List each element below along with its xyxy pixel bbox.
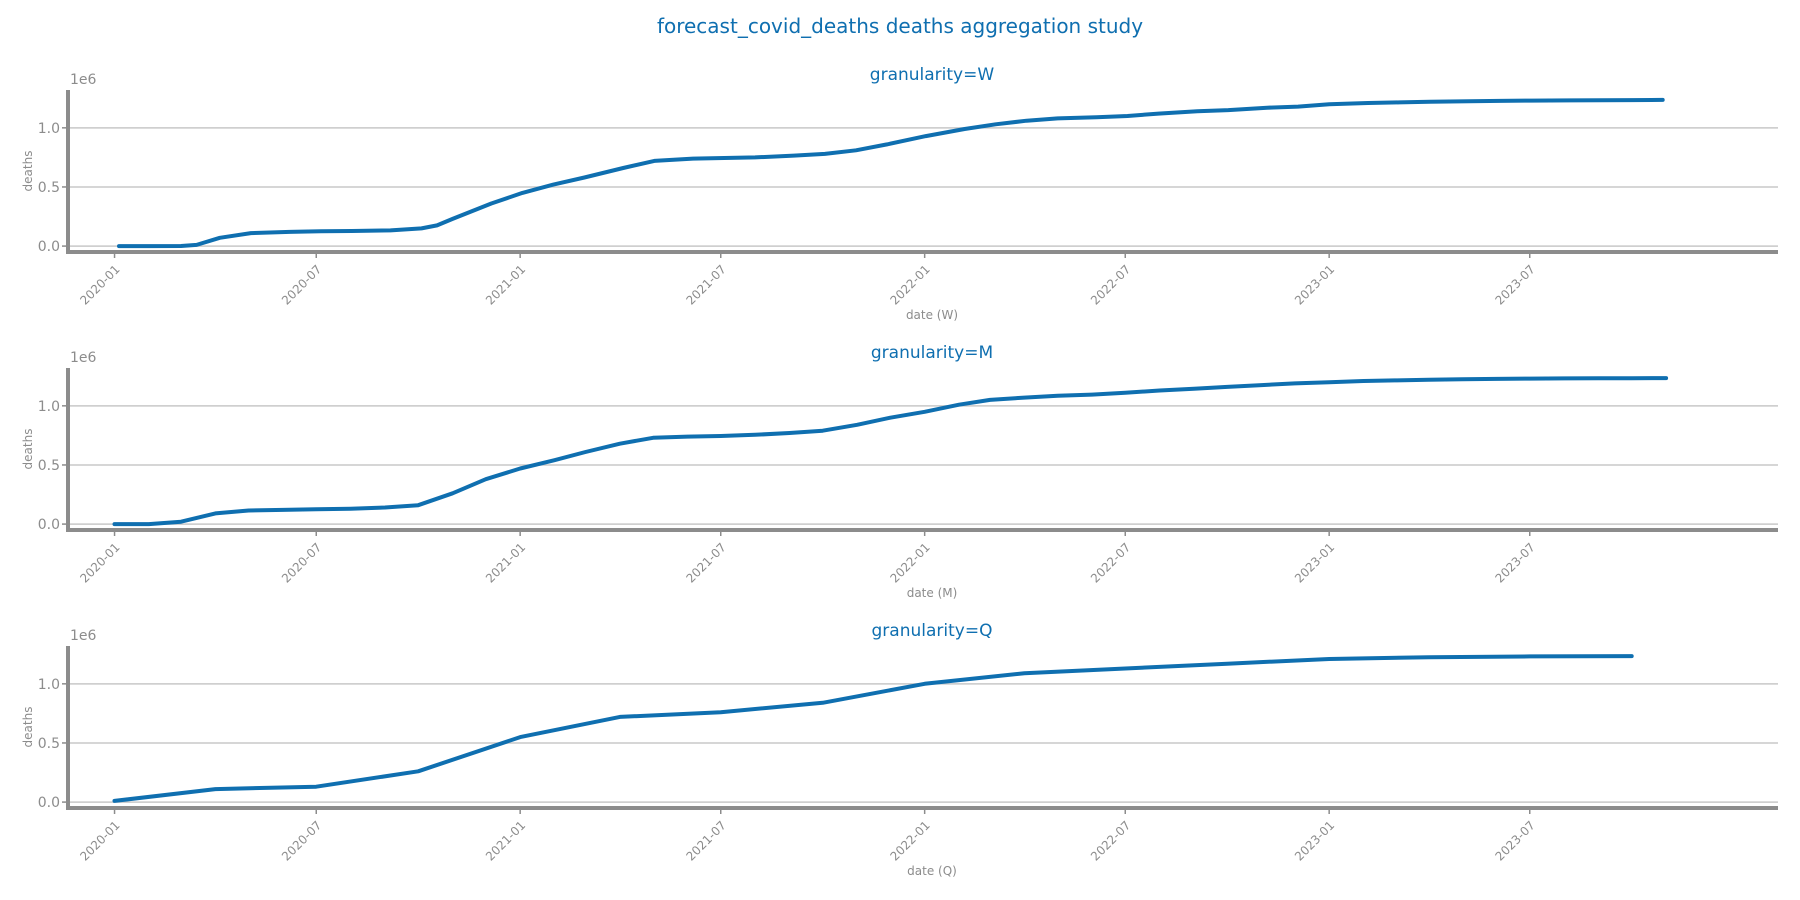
x-tick-label: 2022-01 <box>887 818 932 863</box>
y-tick-label: 0.5 <box>38 180 60 196</box>
series-line <box>112 376 1669 527</box>
x-tick-label: 2021-07 <box>684 262 729 307</box>
x-tick-label: 2023-07 <box>1493 262 1538 307</box>
subplot-weekly: 0.0 0.5 1.0 2020-01 2020-07 2021-01 2021-07 202… <box>21 65 1778 322</box>
figure-title: forecast_covid_deaths deaths aggregation… <box>656 14 1144 38</box>
x-axis-label: date (Q) <box>907 864 957 878</box>
y-tick-label: 1.0 <box>38 399 60 415</box>
x-tick-label: 2023-01 <box>1292 540 1337 585</box>
x-axis-label: date (W) <box>906 308 958 322</box>
y-tick-label: 0.5 <box>38 458 60 474</box>
x-tick-label: 2020-01 <box>77 818 122 863</box>
subplot-title: granularity=Q <box>872 621 993 641</box>
y-axis-label: deaths <box>21 429 35 470</box>
x-tick-label: 2021-07 <box>684 818 729 863</box>
x-tick-label: 2020-01 <box>77 540 122 585</box>
x-tick-label: 2023-01 <box>1292 818 1337 863</box>
x-tick-label: 2021-01 <box>483 540 528 585</box>
x-axis-label: date (M) <box>907 586 958 600</box>
y-tick-label: 0.0 <box>38 517 60 533</box>
x-tick-label: 2021-01 <box>483 818 528 863</box>
y-tick-label: 0.5 <box>38 736 60 752</box>
x-tick-label: 2021-07 <box>684 540 729 585</box>
y-tick-label: 1.0 <box>38 677 60 693</box>
x-tick-label: 2020-07 <box>279 818 324 863</box>
x-tick-label: 2020-07 <box>279 540 324 585</box>
y-offset-label: 1e6 <box>70 350 97 366</box>
subplot-monthly: 0.0 0.5 1.0 2020-01 2020-07 2021-01 2021-07 202… <box>21 343 1778 600</box>
y-tick-label: 1.0 <box>38 121 60 137</box>
x-tick-label: 2020-01 <box>77 262 122 307</box>
series-line <box>117 97 1665 249</box>
subplot-title: granularity=W <box>870 65 995 85</box>
y-tick-label: 0.0 <box>38 795 60 811</box>
y-axis-label: deaths <box>21 151 35 192</box>
y-offset-label: 1e6 <box>70 72 97 88</box>
x-tick-label: 2022-07 <box>1088 262 1133 307</box>
subplot-quarterly: 0.0 0.5 1.0 2020-01 2020-07 2021-01 2021-07 202… <box>21 621 1778 878</box>
x-tick-label: 2022-01 <box>887 540 932 585</box>
x-tick-label: 2022-07 <box>1088 540 1133 585</box>
y-offset-label: 1e6 <box>70 628 97 644</box>
x-tick-label: 2023-01 <box>1292 262 1337 307</box>
subplot-title: granularity=M <box>871 343 993 363</box>
x-tick-label: 2022-07 <box>1088 818 1133 863</box>
x-tick-label: 2020-07 <box>279 262 324 307</box>
x-tick-label: 2022-01 <box>887 262 932 307</box>
x-tick-label: 2023-07 <box>1493 818 1538 863</box>
y-axis-label: deaths <box>21 707 35 748</box>
series-line <box>112 654 1634 803</box>
y-tick-label: 0.0 <box>38 239 60 255</box>
x-tick-label: 2021-01 <box>483 262 528 307</box>
x-tick-label: 2023-07 <box>1493 540 1538 585</box>
